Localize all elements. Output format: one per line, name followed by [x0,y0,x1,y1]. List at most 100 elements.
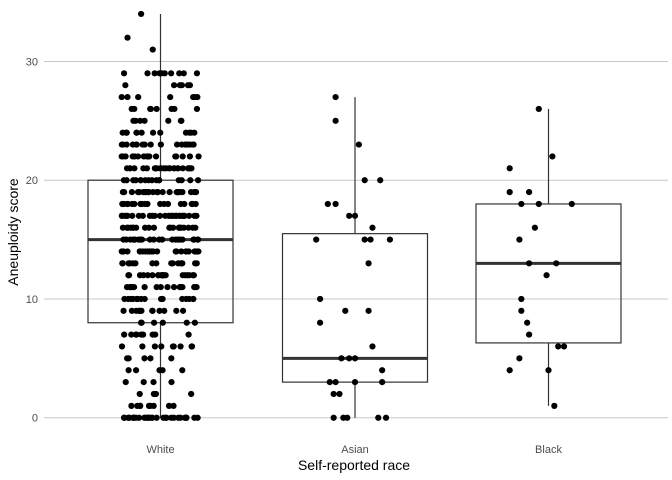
data-point [545,367,552,374]
data-point [150,236,157,243]
data-point [132,260,139,267]
data-point [549,153,556,160]
data-point [551,402,558,409]
data-point [151,212,158,219]
points-black [506,105,575,409]
data-point [338,355,345,362]
data-point [369,224,376,231]
data-point [139,141,146,148]
data-point [136,272,144,279]
data-point [135,307,143,314]
data-point [146,212,153,219]
data-point [193,70,201,77]
data-point [179,307,187,314]
data-point [144,248,151,255]
data-point [126,284,134,291]
data-point [124,212,131,219]
data-point [131,200,138,208]
data-point [139,331,147,338]
data-point [150,224,158,231]
boxplot-asian [281,97,429,418]
data-point [153,165,160,172]
data-point [178,224,185,231]
box [475,203,622,344]
x-tick-label: White [146,444,174,456]
data-point [147,355,154,362]
data-point [124,355,131,362]
data-point [553,260,560,267]
data-point [187,129,195,136]
y-tick-label: 20 [26,175,38,187]
data-point [149,331,156,338]
data-point [151,343,159,350]
data-point [193,260,200,267]
data-point [195,153,202,160]
data-point [181,200,188,208]
data-point [379,379,386,386]
data-point [178,141,185,148]
data-point [367,236,374,243]
data-point [141,284,148,291]
data-point [135,93,142,101]
data-point [161,307,168,314]
data-point [144,272,151,279]
data-point [175,414,182,421]
data-point [122,379,129,386]
data-point [164,200,172,208]
data-point [186,295,193,303]
data-point [130,414,137,421]
data-point [168,379,175,386]
data-point [118,212,125,219]
data-point [518,307,525,314]
x-tick-label: Asian [341,444,369,456]
data-point [170,414,177,421]
data-point [177,284,185,291]
data-point [506,367,513,374]
data-point [147,105,154,113]
data-point [188,343,195,350]
data-point [128,188,136,196]
data-point [160,414,167,421]
data-point [125,272,133,279]
data-point [526,260,533,267]
data-point [125,260,132,267]
data-point [187,177,194,184]
data-point [120,177,128,184]
data-point [543,272,550,279]
data-point [134,402,141,409]
data-point [132,236,139,243]
data-point [365,260,372,267]
data-point [526,331,533,338]
data-point [188,390,195,398]
data-point [172,248,179,255]
data-point [506,165,513,172]
data-point [157,295,165,303]
data-point [168,355,175,362]
data-point [346,355,353,362]
data-point [386,236,394,243]
y-tick-label: 30 [26,56,38,68]
data-point [138,129,145,136]
boxplots [87,13,622,418]
data-point [324,200,331,208]
data-point [184,272,191,279]
data-point [568,200,575,208]
data-point [191,212,198,219]
data-point [179,295,186,303]
data-point [170,224,177,231]
data-point [159,367,166,374]
data-point [157,129,164,136]
data-point [139,343,146,350]
y-axis-title: Aneuploidy score [5,178,21,286]
data-point [145,177,152,184]
data-point [336,390,343,398]
data-point [179,153,186,160]
data-point [168,70,175,77]
data-point [128,402,135,409]
data-point [377,177,384,184]
data-point [164,284,171,291]
data-point [506,188,513,196]
y-tick-label: 10 [26,294,38,306]
data-point [159,319,166,326]
